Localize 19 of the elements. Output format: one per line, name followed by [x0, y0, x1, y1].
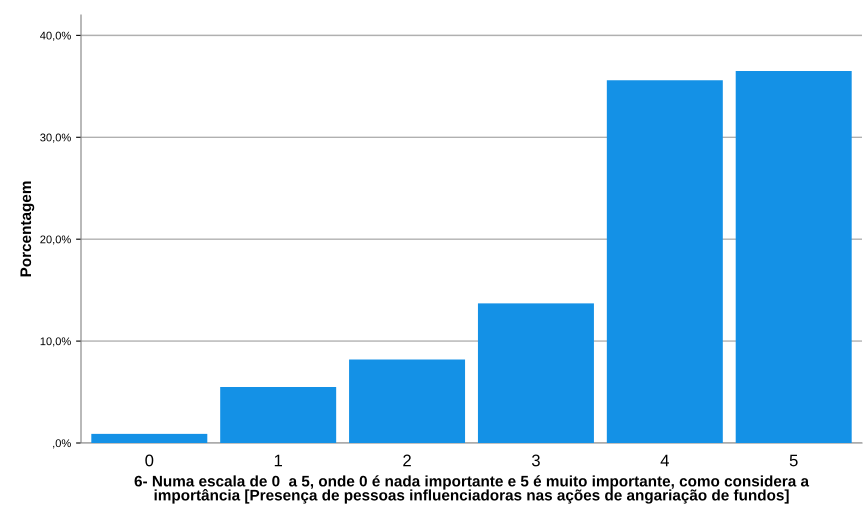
bar	[478, 303, 594, 443]
bar	[736, 71, 852, 443]
y-tick-label: 40,0%	[40, 32, 71, 41]
x-tick-label: 2	[403, 454, 411, 466]
bar	[349, 359, 466, 443]
bar	[220, 386, 336, 443]
y-tick-label: ,0%	[53, 439, 71, 448]
x-tick-label: 3	[532, 454, 540, 466]
bar	[606, 80, 723, 443]
x-tick-label: 4	[660, 454, 669, 466]
bar	[91, 434, 208, 443]
y-tick-label: 10,0%	[40, 337, 71, 347]
x-tick-label: 5	[790, 454, 798, 466]
x-tick-label: 0	[145, 454, 154, 466]
y-tick-label: 30,0%	[40, 134, 71, 143]
x-axis-title: 6- Numa escala de 0 a 5, onde 0 é nada importante e 5 é muito importante, como considera a importância [Presença de pessoas influenciadoras nas ações de angariação de fundos]	[134, 475, 810, 504]
y-axis-title: Porcentagem	[20, 182, 34, 276]
y-tick-label: 20,0%	[40, 235, 71, 245]
x-tick-label: 1	[274, 454, 282, 466]
